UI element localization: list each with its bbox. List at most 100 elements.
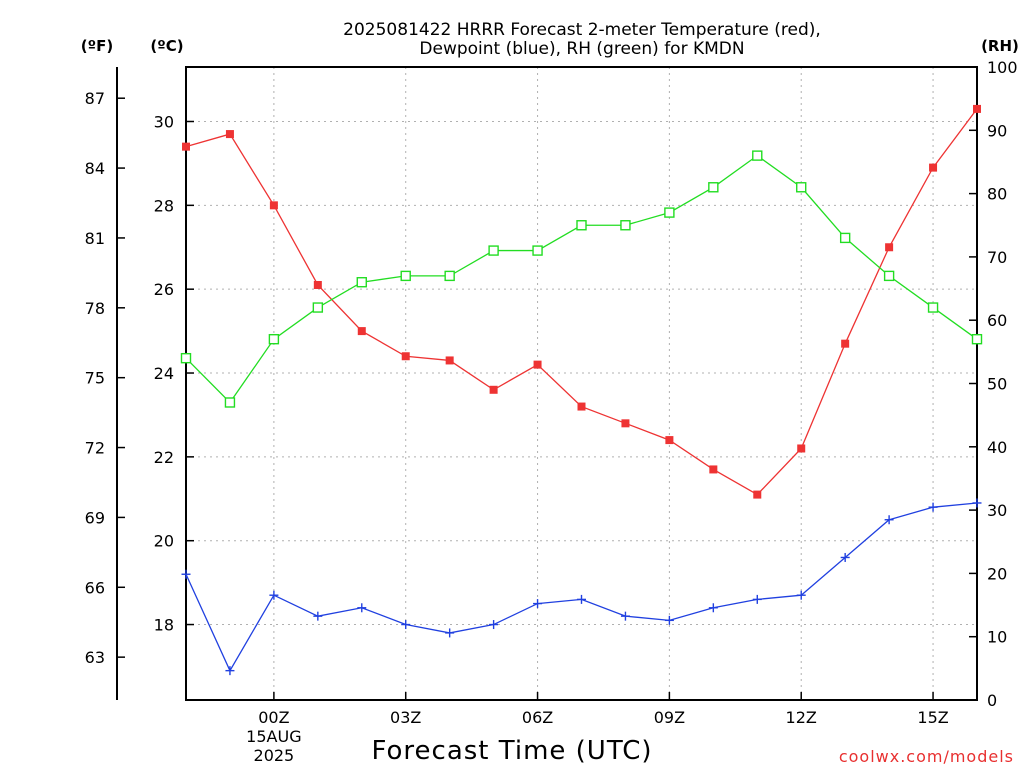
x-tick-label: 00Z — [258, 708, 289, 727]
dewpoint-point — [489, 620, 499, 630]
x-tick-label: 06Z — [522, 708, 553, 727]
celsius-tick-label: 18 — [154, 616, 174, 635]
rh-point — [356, 277, 367, 288]
fahrenheit-tick-label: 75 — [85, 369, 105, 388]
temperature-point — [401, 352, 410, 361]
fahrenheit-tick-label: 69 — [85, 508, 105, 527]
rh-point — [224, 397, 236, 408]
rh-point — [839, 232, 851, 244]
fahrenheit-tick-label: 81 — [85, 229, 105, 248]
rh-point — [664, 207, 675, 218]
dewpoint-point — [928, 502, 938, 512]
rh-point — [971, 333, 983, 345]
rh-tick-label: 50 — [987, 375, 1007, 394]
rh-tick-label: 40 — [987, 438, 1007, 457]
data-series — [180, 104, 983, 676]
x-tick-label: 03Z — [390, 708, 421, 727]
rh-tick-label: 0 — [987, 691, 997, 710]
dewpoint-point — [533, 599, 543, 609]
celsius-unit-label: (ºC) — [150, 37, 183, 55]
plot-frame — [185, 66, 978, 701]
dewpoint-point — [225, 666, 235, 676]
temperature-point — [973, 104, 981, 113]
rh-point — [708, 182, 719, 193]
celsius-tick-label: 24 — [154, 364, 174, 383]
temperature-point — [841, 339, 850, 348]
x-axis-title: Forecast Time (UTC) — [371, 736, 652, 766]
chart-title-line2: Dewpoint (blue), RH (green) for KMDN — [419, 39, 744, 59]
temperature-point — [269, 201, 278, 210]
dewpoint-point — [577, 594, 586, 604]
dewpoint-point — [181, 569, 191, 579]
temperature-point — [182, 142, 190, 151]
dewpoint-point — [620, 611, 630, 621]
dewpoint-point — [884, 515, 894, 525]
temperature-point — [533, 360, 542, 369]
chart-title-line1: 2025081422 HRRR Forecast 2-meter Tempera… — [343, 20, 821, 40]
temperature-point — [929, 163, 938, 172]
dewpoint-point — [752, 594, 762, 604]
temperature-point — [313, 280, 322, 289]
rh-tick-label: 100 — [987, 58, 1018, 77]
rh-point — [796, 182, 807, 193]
fahrenheit-tick-label: 84 — [85, 159, 105, 178]
x-tick-label: 12Z — [786, 708, 817, 727]
dewpoint-point — [664, 615, 674, 625]
rh-tick-label: 10 — [987, 628, 1007, 647]
axes — [116, 66, 978, 701]
celsius-tick-label: 20 — [154, 532, 174, 551]
dewpoint-point — [269, 590, 279, 600]
rh-point — [268, 333, 280, 345]
rh-series-line — [185, 154, 978, 404]
rh-point — [752, 150, 763, 161]
rh-tick-label: 90 — [987, 121, 1007, 140]
x-tick-year-label: 2025 — [254, 746, 295, 765]
rh-tick-label: 70 — [987, 248, 1007, 267]
temperature-point — [709, 465, 718, 474]
temperature-point — [357, 327, 366, 336]
temperature-point — [489, 385, 498, 394]
tick-labels: 18 20 22 24 26 28 30 63 66 69 72 75 78 81 84 87 0 10 20 30 4… — [85, 58, 1018, 765]
rh-point — [400, 270, 411, 282]
rh-point — [620, 220, 631, 231]
dewpoint-point — [401, 620, 411, 630]
rh-point — [532, 245, 543, 256]
temperature-point — [885, 243, 894, 252]
temperature-series-line — [185, 108, 978, 496]
celsius-tick-label: 30 — [154, 112, 174, 131]
rh-tick-label: 60 — [987, 311, 1007, 330]
celsius-tick-label: 22 — [154, 448, 174, 467]
x-tick-label: 15Z — [917, 708, 948, 727]
dewpoint-point — [972, 498, 982, 508]
rh-point — [444, 270, 455, 282]
fahrenheit-tick-label: 63 — [85, 648, 105, 667]
rh-tick-label: 80 — [987, 185, 1007, 204]
temperature-point — [797, 444, 806, 453]
fahrenheit-tick-label: 66 — [85, 578, 105, 597]
rh-point — [180, 352, 192, 364]
celsius-tick-label: 28 — [154, 196, 174, 215]
rh-unit-label: (RH) — [981, 37, 1019, 55]
temperature-point — [577, 402, 586, 411]
dewpoint-point — [313, 611, 323, 621]
rh-tick-label: 30 — [987, 501, 1007, 520]
rh-tick-label: 20 — [987, 564, 1007, 583]
rh-point — [312, 302, 324, 313]
temperature-point — [445, 356, 454, 365]
temperature-point — [753, 490, 762, 499]
rh-point — [927, 302, 939, 313]
temperature-point — [225, 130, 234, 139]
fahrenheit-tick-label: 78 — [85, 299, 105, 318]
rh-point — [576, 220, 587, 231]
fahrenheit-tick-label: 72 — [85, 439, 105, 458]
dewpoint-point — [840, 552, 850, 562]
dewpoint-point — [357, 603, 367, 613]
x-tick-label: 09Z — [654, 708, 685, 727]
fahrenheit-tick-label: 87 — [85, 89, 105, 108]
dewpoint-series-line — [185, 502, 978, 673]
credit-text: coolwx.com/models — [839, 747, 1014, 766]
dewpoint-point — [708, 603, 718, 613]
fahrenheit-unit-label: (ºF) — [81, 37, 113, 55]
temperature-point — [665, 436, 674, 445]
